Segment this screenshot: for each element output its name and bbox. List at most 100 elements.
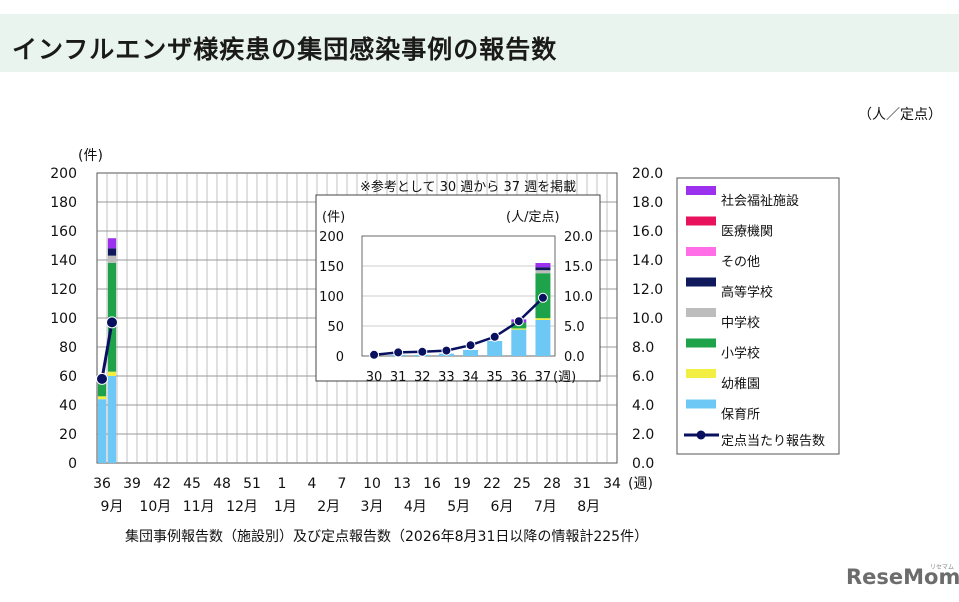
- main-left-tick-label: 120: [50, 282, 77, 298]
- main-x-unit-label: (週): [628, 476, 653, 492]
- main-right-tick-label: 18.0: [632, 195, 663, 211]
- main-right-tick-label: 16.0: [632, 224, 663, 240]
- inset-bar-segment: [535, 318, 551, 320]
- logo: ReseMom: [846, 565, 959, 589]
- x-axis-caption: 集団事例報告数（施設別）及び定点報告数（2026年8月31日以降の情報計225件…: [125, 529, 649, 545]
- main-line-series: [100, 322, 114, 380]
- main-left-tick-label: 80: [59, 340, 77, 356]
- main-month-tick-label: 12月: [226, 499, 258, 515]
- main-week-tick-label: 22: [483, 476, 501, 492]
- inset-left-tick-label: 100: [319, 290, 344, 305]
- main-left-tick-label: 180: [50, 195, 77, 211]
- main-week-tick-label: 13: [393, 476, 411, 492]
- legend-swatch: [686, 216, 716, 226]
- main-month-tick-label: 10月: [139, 499, 171, 515]
- inset-note: ※参考として 30 週から 37 週を掲載: [360, 179, 576, 195]
- inset-right-tick-label: 20.0: [564, 230, 593, 245]
- main-right-tick-label: 6.0: [632, 369, 654, 385]
- main-week-tick-label: 45: [183, 476, 201, 492]
- inset-x-tick-label: 35: [486, 370, 503, 385]
- main-week-tick-label: 16: [423, 476, 441, 492]
- inset-right-tick-label: 10.0: [564, 290, 593, 305]
- main-month-tick-label: 8月: [577, 499, 600, 515]
- inset-line-point: [465, 340, 476, 351]
- main-left-tick-label: 100: [50, 311, 77, 327]
- inset-bar-segment: [535, 270, 551, 274]
- legend-swatch: [686, 186, 716, 195]
- inset-line-point: [441, 345, 452, 356]
- main-right-tick-label: 8.0: [632, 340, 654, 356]
- main-bar-segment: [107, 255, 117, 263]
- inset-right-tick-label: 5.0: [564, 320, 585, 335]
- inset-x-tick-label: 31: [390, 370, 407, 385]
- main-right-tick-label: 2.0: [632, 427, 654, 443]
- inset-bar-segment: [487, 341, 503, 356]
- main-left-tick-label: 140: [50, 253, 77, 269]
- main-month-tick-label: 3月: [361, 499, 384, 515]
- main-month-tick-label: 6月: [491, 499, 514, 515]
- inset-right-tick-label: 0.0: [564, 350, 585, 365]
- main-week-tick-label: 34: [603, 476, 621, 492]
- legend-swatch: [686, 338, 716, 348]
- legend-swatch: [686, 247, 716, 256]
- legend-label: 社会福祉施設: [721, 193, 799, 209]
- main-week-tick-label: 19: [453, 476, 471, 492]
- main-month-tick-label: 11月: [183, 499, 215, 515]
- inset-x-tick-label: 37: [535, 370, 552, 385]
- inset-left-tick-label: 50: [327, 320, 344, 335]
- inset-line-point: [513, 316, 524, 327]
- inset-line-point: [489, 331, 500, 342]
- main-left-tick-label: 60: [59, 369, 77, 385]
- inset-x-tick-label: 33: [438, 370, 455, 385]
- legend-label: その他: [721, 255, 760, 270]
- inset-left-tick-label: 0: [336, 350, 344, 365]
- inset-bar-segment: [535, 267, 551, 271]
- main-left-tick-label: 200: [50, 166, 77, 182]
- legend-label: 幼稚園: [721, 377, 760, 392]
- legend-label: 中学校: [721, 315, 760, 331]
- inset-right-tick-label: 15.0: [564, 260, 593, 275]
- main-week-tick-label: 4: [308, 476, 317, 492]
- legend-label: 保育所: [721, 407, 760, 423]
- main-right-tick-label: 4.0: [632, 398, 654, 414]
- main-month-tick-label: 2月: [317, 499, 340, 515]
- inset-left-unit-label: (件): [322, 210, 345, 225]
- main-month-tick-label: 4月: [404, 499, 427, 515]
- main-week-tick-label: 42: [153, 476, 171, 492]
- inset-left-tick-label: 150: [319, 260, 344, 275]
- main-month-tick-label: 7月: [534, 499, 557, 515]
- inset-line-point: [369, 349, 380, 360]
- main-left-unit-label: (件): [78, 148, 103, 164]
- main-week-tick-label: 39: [123, 476, 141, 492]
- main-right-tick-label: 10.0: [632, 311, 663, 327]
- legend-label: 高等学校: [721, 285, 773, 301]
- main-bar-segment: [97, 399, 107, 463]
- main-week-tick-label: 31: [573, 476, 591, 492]
- legend-swatch: [686, 308, 716, 317]
- main-week-tick-label: 7: [338, 476, 347, 492]
- main-week-tick-label: 51: [243, 476, 261, 492]
- inset-left-tick-label: 200: [319, 230, 344, 245]
- legend-label: 定点当たり報告数: [721, 434, 825, 449]
- main-week-tick-label: 10: [363, 476, 381, 492]
- main-week-tick-label: 1: [278, 476, 287, 492]
- page-title: インフルエンザ様疾患の集団感染事例の報告数: [12, 35, 558, 64]
- inset-bar-segment: [535, 320, 551, 356]
- main-right-tick-label: 0.0: [632, 456, 654, 472]
- legend-line-marker: [696, 430, 706, 440]
- main-line-point: [106, 316, 118, 329]
- main-left-tick-label: 160: [50, 224, 77, 240]
- inset-right-unit-label: (人/定点): [506, 210, 560, 225]
- inset-x-tick-label: 32: [414, 370, 431, 385]
- inset-line-point: [393, 347, 404, 358]
- inset-bar-segment: [511, 328, 527, 330]
- main-week-tick-label: 25: [513, 476, 531, 492]
- main-right-tick-label: 20.0: [632, 166, 663, 182]
- main-month-tick-label: 5月: [447, 499, 470, 515]
- main-bar-segment: [97, 396, 107, 400]
- inset-x-unit-label: (週): [553, 370, 576, 385]
- main-bar-segment: [97, 381, 107, 397]
- main-left-tick-label: 20: [59, 427, 77, 443]
- inset-line-point: [537, 292, 548, 303]
- main-bar-segment: [107, 238, 117, 249]
